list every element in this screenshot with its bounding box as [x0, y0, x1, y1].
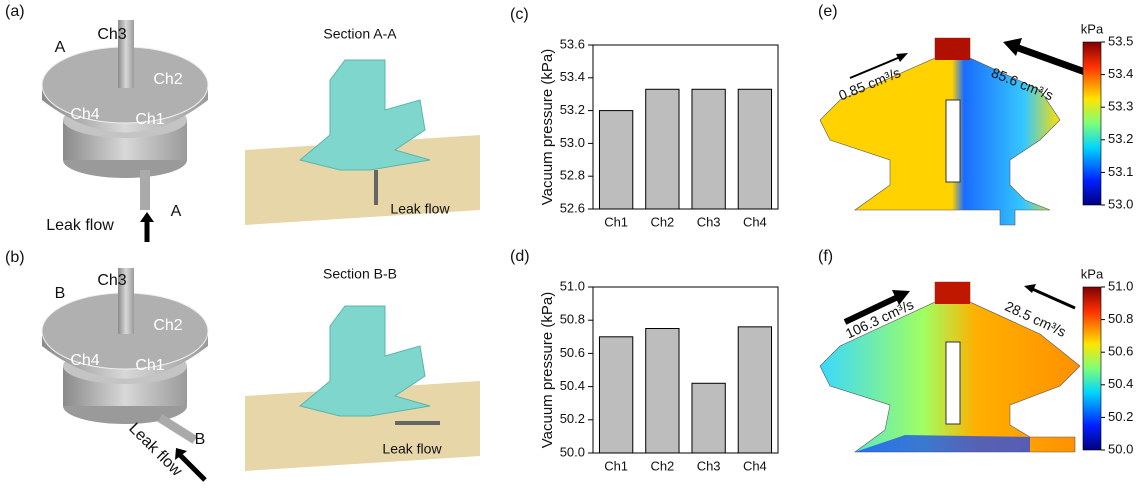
device-label: B [55, 285, 66, 302]
device-label: Ch3 [97, 272, 126, 289]
y-tick-label: 52.6 [560, 200, 585, 215]
panel-label: (d) [510, 248, 530, 265]
x-tick-label: Ch2 [650, 214, 674, 229]
panel-label: (a) [5, 3, 25, 20]
bar [692, 383, 725, 453]
bar [646, 329, 679, 454]
colorbar-tick-label: 53.5 [1108, 33, 1133, 48]
device-label: B [195, 431, 206, 448]
y-axis-label: Vacuum pressure (kPa) [539, 49, 556, 205]
y-tick-label: 53.6 [560, 36, 585, 51]
device-label: Ch1 [135, 111, 164, 128]
x-tick-label: Ch1 [604, 458, 628, 473]
colorbar [1083, 287, 1101, 450]
panel-label: (c) [510, 6, 529, 23]
colorbar-tick-label: 53.2 [1108, 131, 1133, 146]
x-tick-label: Ch4 [743, 458, 767, 473]
y-tick-label: 50.6 [560, 345, 585, 360]
x-tick-label: Ch1 [604, 214, 628, 229]
y-tick-label: 53.4 [560, 69, 585, 84]
bar [599, 111, 632, 209]
colorbar [1083, 42, 1101, 205]
bar [738, 327, 771, 453]
panel-label: (f) [818, 248, 833, 265]
x-tick-label: Ch3 [697, 458, 721, 473]
figure: (a) Ch3 A Ch2 Ch4 Ch1 A Leak flow (b) Ch3 B Ch2 Ch4 C… [0, 0, 1141, 489]
section-title: Section A-A [323, 26, 397, 42]
colorbar-unit: kPa [1081, 21, 1104, 36]
device-label: Ch2 [153, 71, 182, 88]
panel-label: (b) [5, 249, 25, 266]
colorbar-unit: kPa [1081, 266, 1104, 281]
x-tick-label: Ch3 [697, 214, 721, 229]
y-tick-label: 50.0 [560, 444, 585, 459]
bar [646, 89, 679, 209]
x-tick-label: Ch4 [743, 214, 767, 229]
colorbar-tick-label: 53.3 [1108, 99, 1133, 114]
device-label: A [55, 39, 66, 56]
y-tick-label: 51.0 [560, 278, 585, 293]
device-label: Ch3 [97, 26, 126, 43]
device-label: Leak flow [46, 217, 114, 234]
panel-label: (e) [818, 3, 838, 20]
colorbar-tick-label: 53.0 [1108, 196, 1133, 211]
section-title: Section B-B [323, 266, 397, 282]
x-tick-label: Ch2 [650, 458, 674, 473]
section-label: Leak flow [382, 441, 442, 457]
colorbar-tick-label: 53.1 [1108, 164, 1133, 179]
device-label: Ch4 [70, 106, 99, 123]
y-axis-label: Vacuum pressure (kPa) [539, 292, 556, 448]
y-tick-label: 53.0 [560, 135, 585, 150]
colorbar-tick-label: 50.2 [1108, 409, 1133, 424]
y-tick-label: 50.8 [560, 312, 585, 327]
colorbar-tick-label: 50.0 [1108, 441, 1133, 456]
section-b-drawing [245, 306, 480, 471]
colorbar-tick-label: 50.4 [1108, 376, 1133, 391]
bar [599, 337, 632, 453]
bar [738, 89, 771, 209]
device-label: Ch4 [70, 352, 99, 369]
colorbar-tick-label: 50.6 [1108, 344, 1133, 359]
y-tick-label: 50.4 [560, 378, 585, 393]
device-label: A [171, 203, 182, 220]
y-tick-label: 52.8 [560, 168, 585, 183]
colorbar-tick-label: 50.8 [1108, 311, 1133, 326]
y-tick-label: 50.2 [560, 411, 585, 426]
colorbar-tick-label: 53.4 [1108, 66, 1133, 81]
y-tick-label: 53.2 [560, 102, 585, 117]
device-drawings [42, 20, 480, 480]
device-a [42, 20, 208, 242]
colorbar-tick-label: 51.0 [1108, 278, 1133, 293]
device-label: Ch1 [135, 357, 164, 374]
section-label: Leak flow [390, 201, 450, 217]
bar [692, 89, 725, 209]
device-label: Ch2 [153, 317, 182, 334]
device-b [42, 268, 208, 480]
